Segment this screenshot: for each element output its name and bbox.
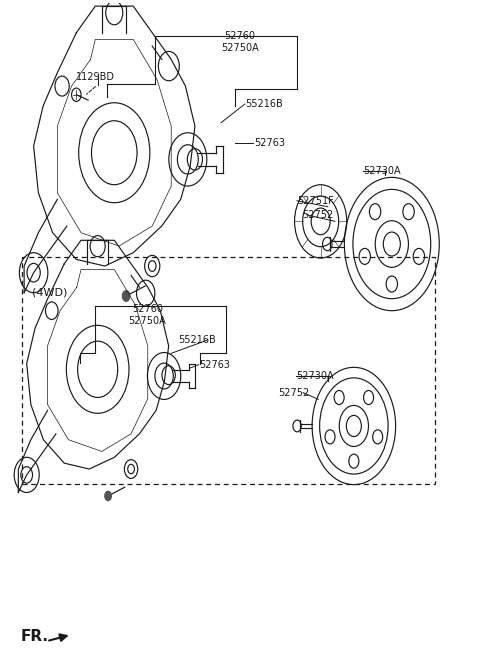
Text: 52760
52750A: 52760 52750A (129, 304, 167, 326)
Text: (4WD): (4WD) (32, 288, 68, 298)
Text: 55216B: 55216B (245, 99, 283, 109)
Text: FR.: FR. (21, 629, 49, 644)
Text: 52763: 52763 (200, 360, 231, 370)
Bar (22, 257, 434, 484)
Text: 52752: 52752 (302, 210, 334, 220)
Text: 52763: 52763 (254, 138, 285, 148)
Text: 52751F: 52751F (297, 196, 334, 206)
Circle shape (105, 491, 111, 501)
Text: 55216B: 55216B (179, 335, 216, 345)
Text: 1129BD: 1129BD (76, 73, 115, 83)
Text: 52760
52750A: 52760 52750A (221, 32, 259, 53)
Text: 52730A: 52730A (363, 166, 401, 175)
Circle shape (122, 291, 130, 301)
Text: 52752: 52752 (278, 388, 309, 398)
Text: 52730A: 52730A (296, 371, 334, 381)
